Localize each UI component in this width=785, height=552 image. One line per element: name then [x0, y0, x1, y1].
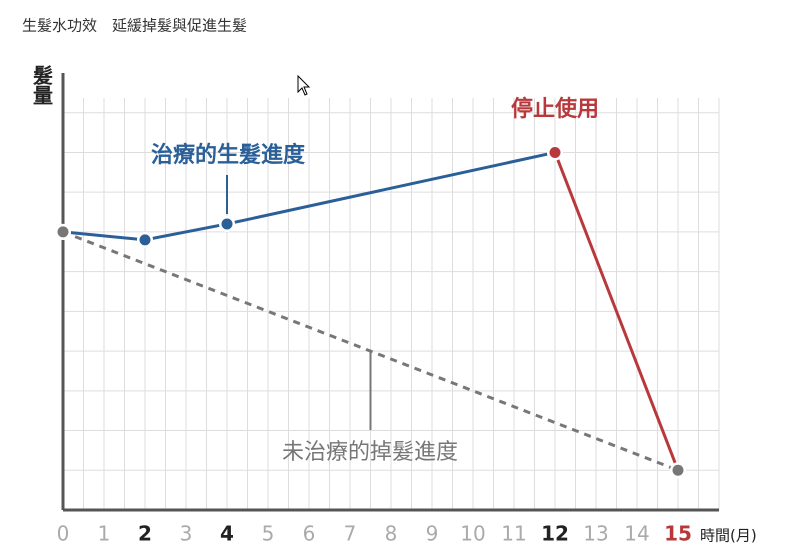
x-tick-label: 7	[344, 522, 357, 546]
x-tick-label: 4	[220, 522, 234, 546]
x-tick-label: 1	[98, 522, 111, 546]
x-tick-label: 3	[180, 522, 193, 546]
series-label: 停止使用	[511, 96, 599, 122]
x-tick-label: 5	[262, 522, 275, 546]
x-tick-label: 0	[57, 522, 70, 546]
point	[137, 231, 153, 248]
x-tick-label: 15	[664, 522, 692, 546]
x-tick-label: 6	[303, 522, 316, 546]
x-tick-label: 8	[385, 522, 398, 546]
series-line	[62, 150, 556, 242]
cursor	[297, 74, 311, 96]
x-tick-label: 2	[138, 522, 152, 546]
point	[547, 144, 563, 161]
series-label: 未治療的掉髮進度	[282, 440, 458, 465]
series-line	[62, 230, 679, 472]
x-tick-label: 13	[583, 522, 608, 546]
series-label: 治療的生髮進度	[151, 142, 306, 168]
point	[55, 223, 71, 240]
page-title: 生髮水功效 延緩掉髮與促進生髮	[22, 17, 247, 35]
x-tick-label: 12	[541, 522, 569, 546]
x-tick-label: 10	[460, 522, 485, 546]
point	[219, 215, 235, 232]
series-line	[553, 151, 680, 471]
x-tick-label: 14	[624, 522, 649, 546]
y-axis-label: 髮量	[30, 65, 54, 105]
x-axis-label: 時間(月)	[700, 527, 757, 545]
x-tick-label: 11	[501, 522, 526, 546]
point	[670, 462, 686, 479]
x-tick-label: 9	[426, 522, 439, 546]
